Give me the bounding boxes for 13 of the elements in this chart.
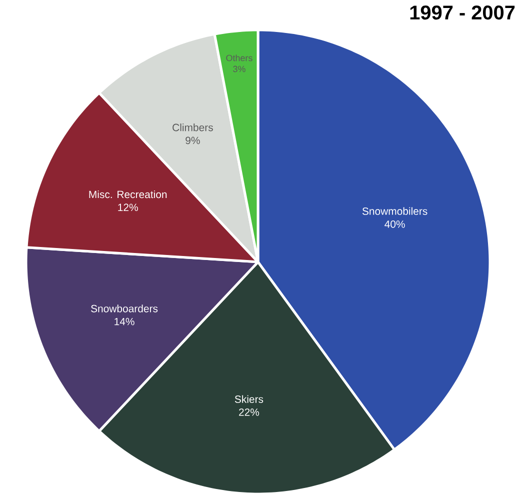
slice-label: Climbers: [172, 124, 213, 132]
slice-label: Misc. Recreation: [89, 190, 167, 198]
data-label: 3%: [233, 66, 246, 72]
data-label: 14%: [114, 318, 134, 326]
slice-label: Skiers: [234, 395, 264, 403]
slice-label: Snowboarders: [91, 304, 158, 312]
data-label: 22%: [239, 408, 260, 416]
chart-title: 1997 - 2007: [410, 6, 515, 20]
slice-label: Snowmobilers: [362, 207, 428, 215]
data-label: 40%: [384, 220, 405, 228]
data-label: 9%: [186, 136, 200, 144]
slice-label: Others: [226, 54, 252, 62]
data-label: 12%: [118, 204, 138, 212]
